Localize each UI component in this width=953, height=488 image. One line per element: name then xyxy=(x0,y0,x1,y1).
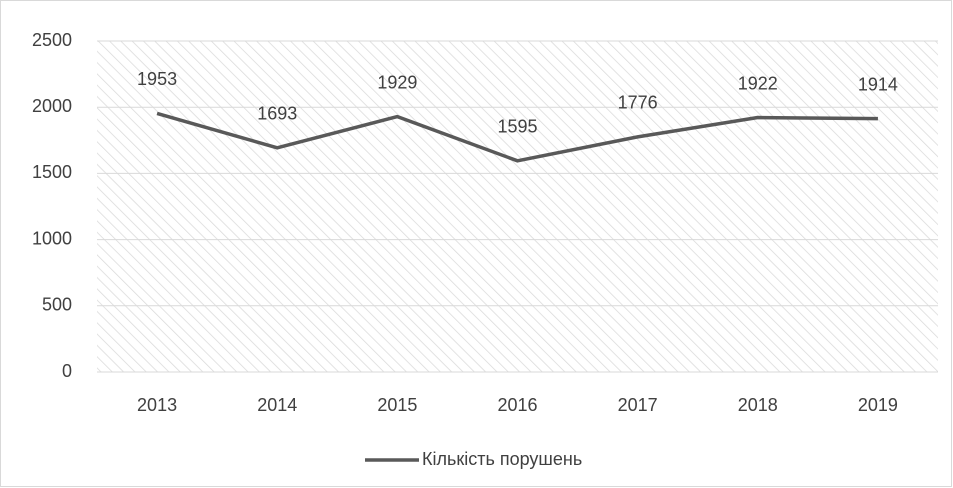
legend-label: Кількість порушень xyxy=(422,449,582,469)
data-label: 1922 xyxy=(738,73,778,93)
data-label: 1776 xyxy=(618,93,658,113)
x-tick-label: 2019 xyxy=(858,395,898,415)
y-tick-label: 1500 xyxy=(32,162,72,182)
data-label: 1914 xyxy=(858,74,898,94)
data-label: 1953 xyxy=(137,69,177,89)
data-line xyxy=(156,111,878,163)
y-tick-label: 2000 xyxy=(32,96,72,116)
x-tick-label: 2014 xyxy=(257,395,297,415)
x-tick-label: 2018 xyxy=(738,395,778,415)
x-tick-label: 2013 xyxy=(137,395,177,415)
y-tick-label: 500 xyxy=(42,295,72,315)
y-tick-label: 2500 xyxy=(32,30,72,50)
x-tick-label: 2015 xyxy=(377,395,417,415)
y-tick-label: 1000 xyxy=(32,228,72,248)
data-label: 1693 xyxy=(257,104,297,124)
x-tick-label: 2016 xyxy=(497,395,537,415)
y-tick-label: 0 xyxy=(62,361,72,381)
x-tick-label: 2017 xyxy=(618,395,658,415)
data-label: 1595 xyxy=(497,117,537,137)
plot-area xyxy=(97,41,938,372)
data-label: 1929 xyxy=(377,72,417,92)
